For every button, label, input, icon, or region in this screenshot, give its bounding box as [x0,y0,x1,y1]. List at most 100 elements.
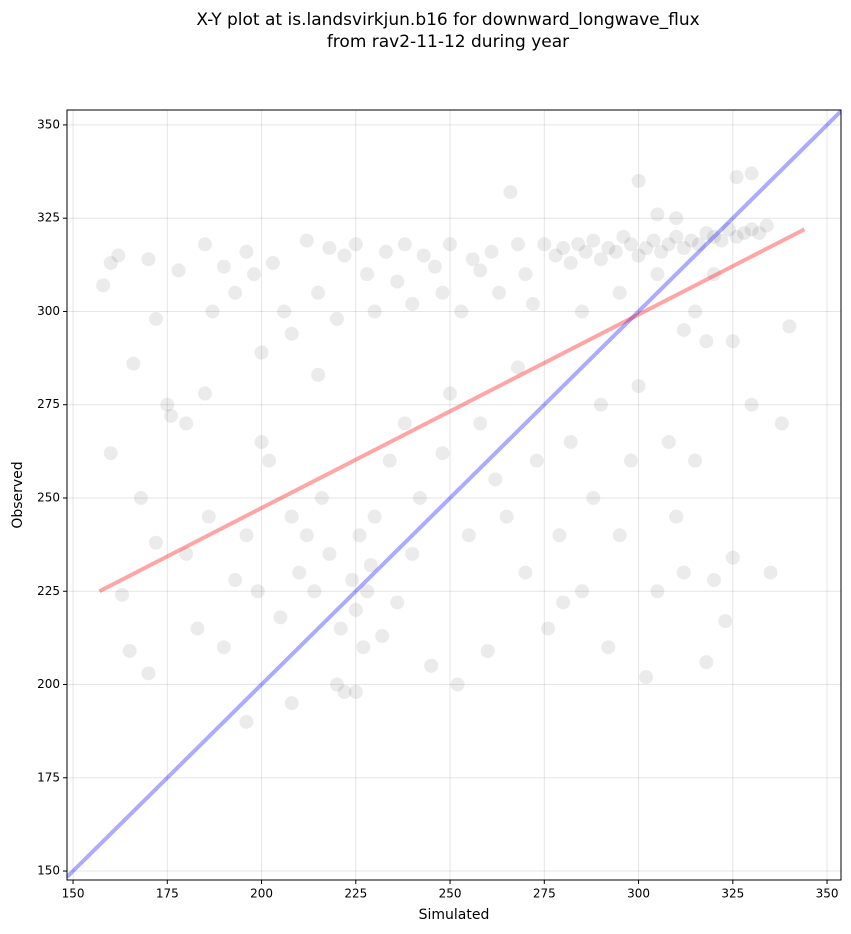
point [563,435,578,450]
point [676,323,691,338]
point [737,226,752,241]
point [454,304,469,319]
point [503,185,518,200]
point [148,535,163,550]
point [744,397,759,412]
point [684,233,699,248]
point [631,248,646,263]
point [390,274,405,289]
x-tick-label: 200 [250,887,273,901]
point [722,222,737,237]
point [650,267,665,282]
point [141,252,156,267]
trend-line [98,227,806,594]
point [608,244,623,259]
point [435,285,450,300]
plot-frame [66,109,842,881]
point [480,643,495,658]
point [284,696,299,711]
point [254,435,269,450]
point [352,528,367,543]
point [639,241,654,256]
point [676,241,691,256]
point [518,565,533,580]
point [556,241,571,256]
point [488,472,503,487]
point [250,584,265,599]
x-tick-label: 275 [533,887,556,901]
point [239,714,254,729]
point [337,684,352,699]
point [254,345,269,360]
point [548,248,563,263]
chart-title: from rav2-11-12 during year [327,32,569,52]
point [239,528,254,543]
point [586,490,601,505]
point [284,326,299,341]
point [612,528,627,543]
point [699,334,714,349]
x-tick-label: 250 [439,887,462,901]
point [484,244,499,259]
y-tick-label: 225 [37,584,60,598]
point [356,640,371,655]
point [179,546,194,561]
point [624,237,639,252]
point [103,255,118,270]
point [574,584,589,599]
point [171,263,186,278]
point [661,237,676,252]
point [322,546,337,561]
point [322,241,337,256]
point [424,658,439,673]
point [631,173,646,188]
point [706,229,721,244]
point [669,229,684,244]
point [669,211,684,226]
point [378,244,393,259]
y-tick-label: 350 [37,117,60,131]
trend-line [67,110,841,879]
point [311,285,326,300]
point [650,584,665,599]
point [782,319,797,334]
point [416,248,431,263]
point [699,655,714,670]
point [405,296,420,311]
point [367,509,382,524]
point [461,528,476,543]
y-tick-label: 250 [37,490,60,504]
point [525,296,540,311]
chart-title: X-Y plot at is.landsvirkjun.b16 for down… [196,10,699,30]
point [345,573,360,588]
point [412,490,427,505]
point [601,241,616,256]
point [556,595,571,610]
point [122,643,137,658]
point [688,304,703,319]
point [646,233,661,248]
point [676,565,691,580]
point [360,267,375,282]
point [650,207,665,222]
point [616,229,631,244]
point [427,259,442,274]
point [510,360,525,375]
point [744,166,759,181]
point [197,386,212,401]
point [537,237,552,252]
point [601,640,616,655]
point [593,397,608,412]
point [329,311,344,326]
point [133,490,148,505]
point [397,237,412,252]
point [699,226,714,241]
point [624,453,639,468]
point [299,233,314,248]
point [744,222,759,237]
point [492,285,507,300]
point [397,416,412,431]
point [729,229,744,244]
point [216,259,231,274]
point [141,666,156,681]
